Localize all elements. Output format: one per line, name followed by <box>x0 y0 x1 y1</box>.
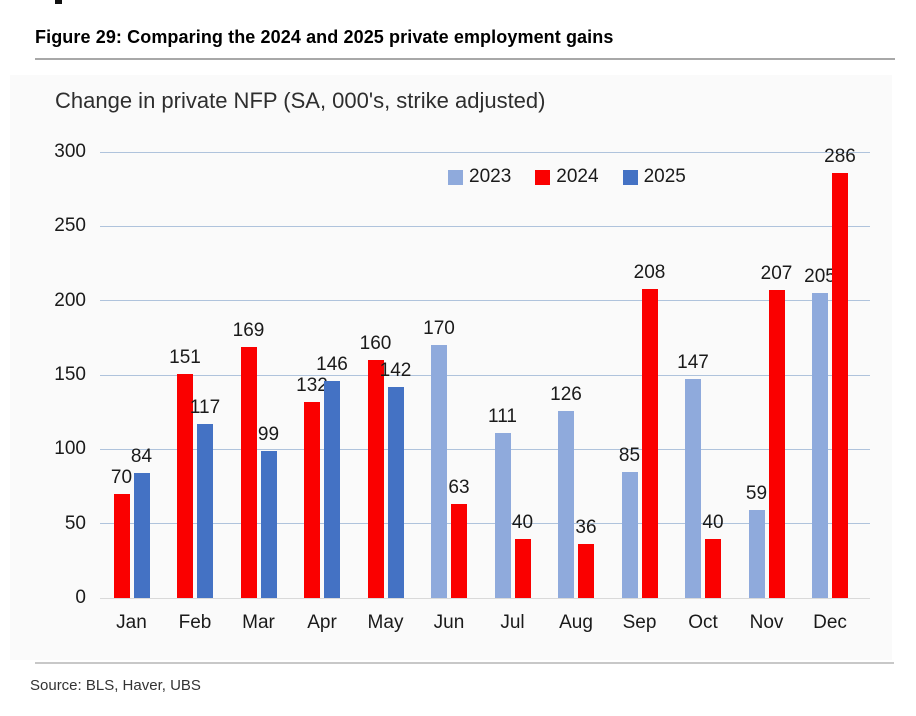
bar-2024-dec <box>832 172 848 598</box>
bar-2024-jul <box>514 538 531 598</box>
y-tick-label: 300 <box>54 141 86 162</box>
x-axis-line <box>100 597 870 599</box>
gridline <box>100 523 870 525</box>
bar-value-label: 286 <box>824 145 856 167</box>
cropped-text-fragment <box>55 0 62 4</box>
bar-value-label: 99 <box>257 423 280 445</box>
x-tick-label: Feb <box>178 612 212 633</box>
source-note: Source: BLS, Haver, UBS <box>30 677 201 694</box>
bar-value-label: 40 <box>702 511 724 533</box>
bar-2025-jan <box>133 473 150 598</box>
x-tick-label: Jun <box>433 612 465 633</box>
x-tick-label: Mar <box>242 612 275 633</box>
legend-item-2024: 2024 <box>535 166 599 188</box>
bar-2025-feb <box>197 424 213 598</box>
bar-value-label: 36 <box>575 517 597 539</box>
gridline <box>100 374 870 376</box>
x-tick-label: Apr <box>307 612 337 633</box>
figure-title: Figure 29: Comparing the 2024 and 2025 p… <box>35 27 614 47</box>
bar-value-label: 59 <box>745 483 768 505</box>
bar-2024-jun <box>451 504 467 598</box>
bar-2024-nov <box>768 290 785 598</box>
x-tick-label: Aug <box>559 612 593 633</box>
legend-item-2023: 2023 <box>448 166 511 188</box>
bar-2024-sep <box>641 288 658 598</box>
legend-label-2023: 2023 <box>469 166 512 187</box>
x-tick-label: Dec <box>813 612 847 633</box>
bar-2023-sep <box>621 471 638 598</box>
y-tick-label: 50 <box>64 512 86 534</box>
bar-2023-dec <box>812 293 828 598</box>
bar-2023-jul <box>494 432 511 598</box>
x-tick-label: Sep <box>622 612 657 633</box>
gridline <box>100 300 870 302</box>
bar-value-label: 111 <box>488 405 517 427</box>
bar-value-label: 169 <box>232 319 265 341</box>
bar-value-label: 205 <box>804 266 836 288</box>
bar-2025-mar <box>260 450 277 598</box>
bar-2023-nov <box>748 510 765 598</box>
x-tick-label: Nov <box>749 612 784 633</box>
y-tick-label: 100 <box>54 438 86 460</box>
y-tick-label: 200 <box>54 289 86 311</box>
bar-2025-apr <box>324 380 340 598</box>
bar-value-label: 132 <box>296 374 328 396</box>
bar-2024-feb <box>177 373 193 598</box>
bar-value-label: 151 <box>169 346 201 368</box>
bar-value-label: 208 <box>633 261 666 283</box>
chart-title: Change in private NFP (SA, 000's, strike… <box>55 88 546 113</box>
legend-swatch-2023 <box>448 169 463 185</box>
legend-label-2024: 2024 <box>556 166 599 187</box>
bar-2025-may <box>387 386 404 598</box>
gridline <box>100 448 870 450</box>
bar-2024-may <box>367 360 384 598</box>
bar-value-label: 63 <box>448 477 470 499</box>
bar-2023-oct <box>685 379 701 598</box>
bar-2024-aug <box>578 544 594 598</box>
x-tick-label: Oct <box>688 612 718 633</box>
legend-swatch-2025 <box>622 169 638 185</box>
bar-value-label: 126 <box>550 383 582 405</box>
bar-value-label: 40 <box>511 511 534 533</box>
y-tick-label: 0 <box>75 587 86 608</box>
legend-swatch-2024 <box>535 169 551 185</box>
y-tick-label: 250 <box>54 215 86 237</box>
title-divider <box>35 58 895 60</box>
bar-2024-oct <box>705 538 721 598</box>
x-tick-label: May <box>367 612 404 633</box>
footer-divider <box>35 662 894 664</box>
bar-value-label: 84 <box>130 446 153 468</box>
bar-value-label: 117 <box>189 397 221 419</box>
bar-value-label: 70 <box>110 466 133 488</box>
bar-value-label: 207 <box>760 263 793 285</box>
gridline <box>100 225 870 227</box>
legend-label-2025: 2025 <box>643 166 686 187</box>
bar-value-label: 142 <box>379 359 412 381</box>
gridline <box>100 151 870 153</box>
x-tick-label: Jan <box>116 612 147 633</box>
bar-2023-aug <box>558 410 574 598</box>
bar-value-label: 85 <box>618 444 641 466</box>
bar-value-label: 147 <box>677 352 709 374</box>
bar-value-label: 146 <box>316 353 348 375</box>
bar-value-label: 160 <box>359 333 392 355</box>
bar-value-label: 170 <box>423 318 455 340</box>
bar-2024-mar <box>240 346 257 598</box>
y-tick-label: 150 <box>54 364 86 385</box>
bar-2024-apr <box>304 401 320 598</box>
bar-2024-jan <box>113 493 130 598</box>
chart-legend: 2023 2024 2025 <box>448 166 686 188</box>
legend-item-2025: 2025 <box>622 166 686 188</box>
x-tick-label: Jul <box>500 612 525 633</box>
bar-2023-jun <box>431 345 447 598</box>
